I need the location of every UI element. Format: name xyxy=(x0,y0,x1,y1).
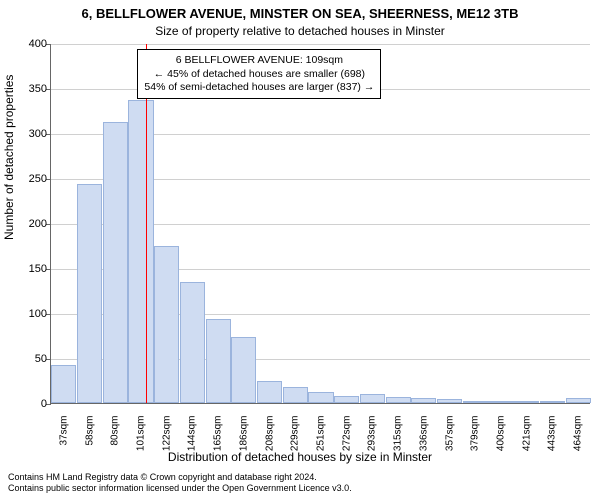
ytick-label: 200 xyxy=(17,218,47,230)
histogram-bar xyxy=(231,337,256,403)
histogram-bar xyxy=(283,387,308,403)
callout-line-2: ← 45% of detached houses are smaller (69… xyxy=(144,68,374,81)
plot-area: 05010015020025030035040037sqm58sqm80sqm1… xyxy=(50,44,590,404)
histogram-bar xyxy=(411,398,436,403)
ytick-label: 350 xyxy=(17,83,47,95)
y-axis-label: Number of detached properties xyxy=(2,75,16,240)
footer-line-2: Contains public sector information licen… xyxy=(8,483,592,494)
histogram-bar xyxy=(308,392,333,403)
ytick-label: 150 xyxy=(17,263,47,275)
histogram-bar xyxy=(51,365,76,403)
ytick-label: 300 xyxy=(17,128,47,140)
chart-container: 6, BELLFLOWER AVENUE, MINSTER ON SEA, SH… xyxy=(0,0,600,500)
histogram-bar xyxy=(463,401,488,403)
histogram-bar xyxy=(257,381,282,404)
callout-box: 6 BELLFLOWER AVENUE: 109sqm← 45% of deta… xyxy=(137,49,381,98)
histogram-bar xyxy=(514,401,539,403)
histogram-bar xyxy=(488,401,513,403)
callout-line-1: 6 BELLFLOWER AVENUE: 109sqm xyxy=(144,54,374,67)
histogram-bar xyxy=(334,396,359,403)
ytick-label: 0 xyxy=(17,398,47,410)
histogram-bar xyxy=(386,397,411,403)
ytick-label: 400 xyxy=(17,38,47,50)
chart-title: 6, BELLFLOWER AVENUE, MINSTER ON SEA, SH… xyxy=(0,6,600,21)
callout-line-3: 54% of semi-detached houses are larger (… xyxy=(144,81,374,94)
footer-attribution: Contains HM Land Registry data © Crown c… xyxy=(8,472,592,494)
histogram-bar xyxy=(566,398,591,403)
ytick-label: 100 xyxy=(17,308,47,320)
x-axis-label: Distribution of detached houses by size … xyxy=(0,450,600,464)
histogram-bar xyxy=(180,282,205,404)
histogram-bar xyxy=(540,401,565,403)
histogram-bar xyxy=(360,394,385,403)
histogram-bar xyxy=(154,246,179,404)
histogram-bar xyxy=(206,319,231,403)
histogram-bar xyxy=(437,399,462,403)
histogram-bar xyxy=(77,184,102,403)
histogram-bar xyxy=(103,122,128,403)
ytick-label: 250 xyxy=(17,173,47,185)
footer-line-1: Contains HM Land Registry data © Crown c… xyxy=(8,472,592,483)
histogram-bar xyxy=(128,100,153,403)
ytick-label: 50 xyxy=(17,353,47,365)
gridline xyxy=(51,44,590,45)
chart-subtitle: Size of property relative to detached ho… xyxy=(0,24,600,38)
